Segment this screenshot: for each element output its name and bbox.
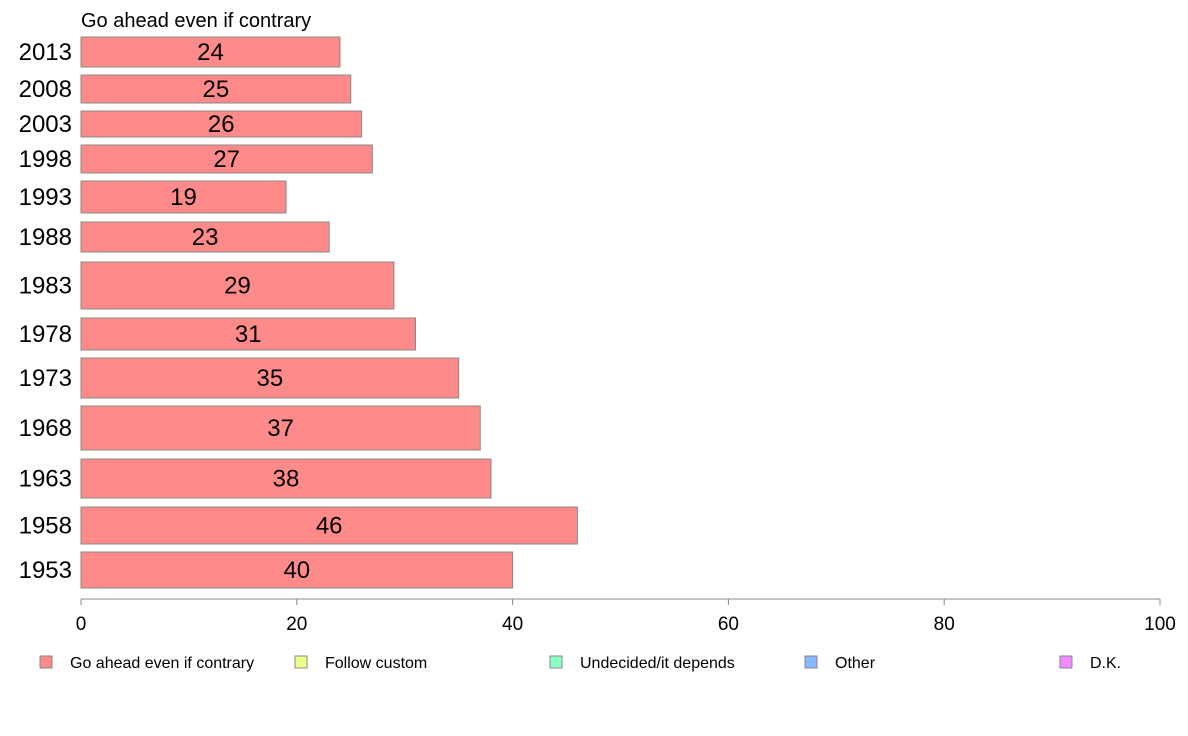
x-tick-label: 0 bbox=[76, 614, 87, 635]
category-label: 1973 bbox=[19, 365, 72, 392]
data-label: 25 bbox=[203, 76, 230, 103]
bar-1953 bbox=[80, 551, 514, 589]
category-label: 2008 bbox=[19, 76, 72, 103]
category-label: 1993 bbox=[19, 184, 72, 211]
data-label: 35 bbox=[256, 365, 283, 392]
legend-label: D.K. bbox=[1090, 655, 1121, 672]
category-label: 1963 bbox=[19, 466, 72, 493]
x-tick-label: 80 bbox=[934, 614, 955, 635]
bar-2003 bbox=[80, 110, 363, 138]
bar-1983 bbox=[80, 261, 395, 310]
bar-1998 bbox=[80, 144, 373, 174]
data-label: 24 bbox=[197, 39, 224, 66]
data-label: 31 bbox=[235, 321, 262, 348]
bars-group: 2013 24 2008 25 2003 26 1998 27 1993 19 1988 23 1983… bbox=[19, 36, 578, 589]
data-label: 46 bbox=[316, 513, 343, 540]
bar-1958 bbox=[80, 506, 578, 545]
category-label: 1978 bbox=[19, 321, 72, 348]
series-title: Go ahead even if contrary bbox=[81, 10, 311, 32]
data-label: 26 bbox=[208, 111, 235, 138]
data-label: 23 bbox=[192, 224, 219, 251]
category-label: 2003 bbox=[19, 111, 72, 138]
bar-1968 bbox=[80, 405, 481, 451]
legend-label: Undecided/it depends bbox=[580, 655, 735, 672]
x-tick-label: 100 bbox=[1144, 614, 1176, 635]
x-tick-label: 20 bbox=[286, 614, 307, 635]
legend: Go ahead even if contrary Follow custom Un… bbox=[39, 655, 1121, 672]
data-label: 29 bbox=[224, 273, 251, 300]
legend-label: Follow custom bbox=[325, 655, 427, 672]
category-label: 2013 bbox=[19, 39, 72, 66]
bar-1993 bbox=[80, 180, 287, 214]
category-label: 1998 bbox=[19, 146, 72, 173]
x-tick-label: 60 bbox=[718, 614, 739, 635]
bar-1973 bbox=[80, 357, 460, 399]
category-label: 1983 bbox=[19, 273, 72, 300]
x-tick-label: 40 bbox=[502, 614, 523, 635]
category-label: 1958 bbox=[19, 513, 72, 540]
x-axis: 0 20 40 60 80 100 bbox=[76, 598, 1176, 635]
data-label: 40 bbox=[283, 557, 310, 584]
legend-swatch bbox=[39, 655, 53, 669]
category-label: 1968 bbox=[19, 415, 72, 442]
category-label: 1953 bbox=[19, 557, 72, 584]
category-label: 1988 bbox=[19, 224, 72, 251]
bar-2008 bbox=[80, 74, 352, 104]
bar-1978 bbox=[80, 317, 416, 351]
legend-label: Go ahead even if contrary bbox=[70, 655, 254, 672]
bar-1988 bbox=[80, 221, 330, 253]
legend-label: Other bbox=[835, 655, 876, 672]
data-label: 38 bbox=[273, 466, 300, 493]
data-label: 27 bbox=[213, 146, 240, 173]
legend-swatch bbox=[1059, 655, 1073, 669]
legend-swatch bbox=[294, 655, 308, 669]
legend-swatch bbox=[549, 655, 563, 669]
legend-swatch bbox=[804, 655, 818, 669]
data-label: 37 bbox=[267, 415, 294, 442]
bar-1963 bbox=[80, 458, 492, 499]
data-label: 19 bbox=[170, 184, 197, 211]
bar-2013 bbox=[80, 36, 341, 68]
